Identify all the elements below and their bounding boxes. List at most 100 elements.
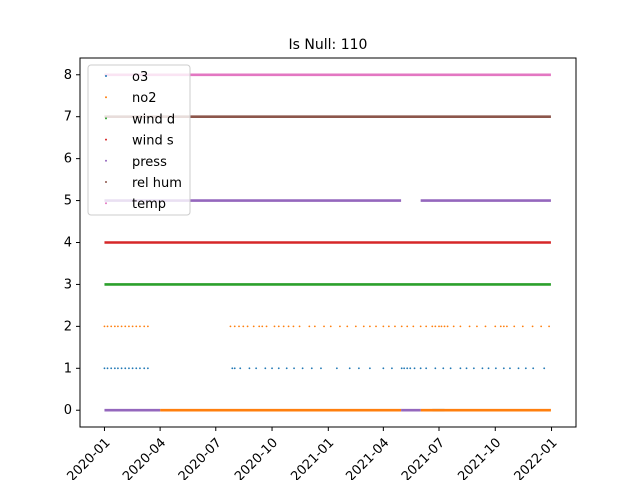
series-1-point	[246, 325, 249, 328]
legend-label: o3	[132, 70, 148, 85]
series-0-point	[502, 367, 505, 370]
y-tick-label: 8	[64, 68, 72, 83]
series-0-point	[509, 367, 511, 370]
series-0-point	[487, 367, 490, 370]
series-1-point	[146, 325, 149, 328]
x-tick-label: 2021-07	[399, 435, 448, 480]
legend-label: no2	[132, 91, 156, 106]
series-1-point	[548, 325, 550, 328]
series-0-point	[532, 367, 535, 370]
series-0-point	[255, 367, 258, 370]
series-1-point	[287, 325, 290, 328]
series-1-point	[113, 325, 116, 328]
legend-marker	[105, 202, 107, 205]
series-0-point	[419, 367, 422, 370]
series-1-point	[139, 325, 141, 328]
series-0-point	[425, 367, 428, 370]
series-1-point	[434, 325, 437, 328]
legend-label: temp	[132, 197, 166, 212]
series-1-point	[419, 325, 422, 328]
series-0-point	[481, 367, 484, 370]
series-1-point	[273, 325, 276, 328]
series-1-point	[406, 325, 409, 328]
series-0-point	[139, 367, 141, 370]
series-1-point	[292, 325, 295, 328]
series-1-point	[494, 325, 497, 328]
series-0-point	[406, 367, 409, 370]
series-1-point	[143, 325, 146, 328]
y-tick-label: 5	[64, 194, 72, 209]
series-1-point	[431, 325, 434, 328]
series-0-point	[494, 367, 497, 370]
series-0-point	[543, 367, 546, 370]
series-1-point	[438, 325, 440, 328]
series-1-point	[499, 325, 502, 328]
series-0-point	[301, 367, 304, 370]
series-0-point	[135, 367, 138, 370]
x-tick-label: 2020-04	[120, 435, 169, 480]
legend-marker	[105, 117, 107, 120]
series-1-point	[120, 325, 123, 328]
series-1-point	[258, 325, 261, 328]
series-1-point	[117, 325, 119, 328]
series-1-point	[446, 325, 449, 328]
series-1-point	[375, 325, 377, 328]
series-0-point	[400, 367, 403, 370]
legend-label: wind d	[132, 112, 175, 127]
series-0-point	[248, 367, 251, 370]
series-1-point	[329, 325, 332, 328]
series-0-point	[434, 367, 437, 370]
series-1-point	[540, 325, 543, 328]
series-1-point	[362, 325, 365, 328]
series-1-point	[425, 325, 428, 328]
series-1-point	[346, 325, 349, 328]
series-1-point	[323, 325, 325, 328]
series-0-point	[517, 367, 520, 370]
y-tick-label: 6	[64, 152, 72, 167]
series-1-point	[412, 325, 415, 328]
series-1-point	[354, 325, 357, 328]
series-1-point	[131, 325, 134, 328]
series-1-point	[261, 325, 264, 328]
legend-marker	[105, 181, 107, 183]
series-0-point	[320, 367, 322, 370]
series-1-point	[242, 325, 245, 328]
series-1-point	[394, 325, 396, 328]
x-tick-label: 2022-01	[512, 435, 561, 480]
legend-marker	[105, 75, 107, 77]
series-1-point	[110, 325, 113, 328]
series-0-point	[106, 367, 109, 370]
x-tick-label: 2021-04	[343, 435, 392, 480]
series-0-point	[368, 367, 371, 370]
series-1-point	[298, 325, 301, 328]
series-0-point	[310, 367, 313, 370]
series-1-point	[265, 325, 268, 328]
series-1-point	[443, 325, 446, 328]
series-1-point	[400, 325, 403, 328]
series-1-point	[440, 325, 443, 328]
legend-marker	[105, 159, 107, 162]
y-tick-label: 1	[64, 361, 72, 376]
series-1-point	[277, 325, 280, 328]
series-0-point	[231, 367, 234, 370]
x-tick-label: 2021-01	[288, 435, 337, 480]
chart-title: Is Null: 110	[289, 37, 368, 53]
series-0-point	[143, 367, 146, 370]
legend-marker	[105, 138, 107, 141]
series-0-point	[449, 367, 452, 370]
series-0-point	[277, 367, 280, 370]
series-0-point	[131, 367, 134, 370]
series-1-point	[103, 325, 106, 328]
series-1-point	[505, 325, 508, 328]
series-1-point	[313, 325, 316, 328]
series-0-point	[239, 367, 242, 370]
series-0-point	[442, 367, 445, 370]
series-1-point	[135, 325, 138, 328]
series-0-point	[128, 367, 130, 370]
series-1-point	[106, 325, 109, 328]
series-0-point	[524, 367, 527, 370]
series-1-point	[308, 325, 311, 328]
x-tick-label: 2021-10	[455, 435, 504, 480]
y-tick-label: 4	[64, 236, 72, 251]
